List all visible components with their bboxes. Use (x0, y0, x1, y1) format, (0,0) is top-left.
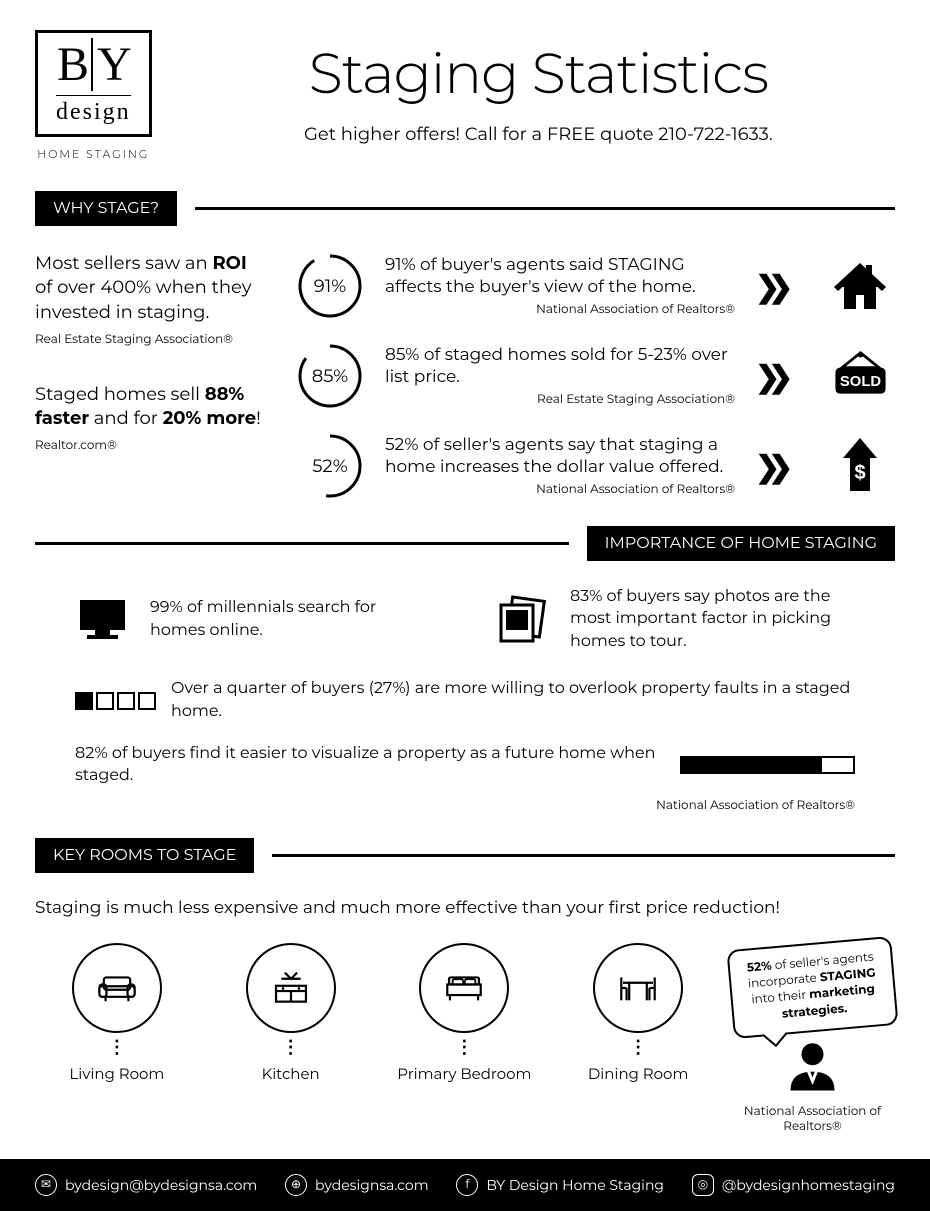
kitchen-icon (246, 943, 336, 1033)
dining-icon (593, 943, 683, 1033)
percent-circle: 91% (295, 251, 365, 321)
progress-bar (680, 756, 855, 774)
rooms-row: ⋮ Living Room ⋮ Kitchen ⋮ Primary Bedroo… (35, 943, 895, 1134)
importance-item: 99% of millennials search for homes onli… (75, 595, 435, 645)
svg-text:$: $ (854, 462, 865, 484)
chevron-icon: ❯❯ (755, 448, 805, 485)
importance-row1: 99% of millennials search for homes onli… (75, 586, 855, 653)
stat-row: 85% 85% of staged homes sold for 5-23% o… (295, 341, 895, 411)
room-item: ⋮ Kitchen (209, 943, 373, 1083)
importance-row2: Over a quarter of buyers (27%) are more … (75, 678, 855, 723)
header: BY design HOME STAGING Staging Statistic… (35, 30, 895, 161)
room-item: ⋮ Dining Room (556, 943, 720, 1083)
squares-icon (75, 692, 156, 710)
house-icon (825, 256, 895, 316)
email-icon: ✉ (35, 1174, 57, 1196)
chevron-icon: ❯❯ (755, 268, 805, 305)
why-left-column: Most sellers saw an ROI of over 400% whe… (35, 251, 265, 501)
agent-callout: 52% of seller's agents incorporate STAGI… (730, 943, 895, 1134)
speech-bubble: 52% of seller's agents incorporate STAGI… (726, 936, 898, 1039)
why-right-column: 91% 91% of buyer's agents said STAGING a… (295, 251, 895, 501)
facebook-icon: f (456, 1174, 478, 1196)
logo: BY design HOME STAGING (35, 30, 152, 161)
stat-row: 52% 52% of seller's agents say that stag… (295, 431, 895, 501)
percent-circle: 52% (295, 431, 365, 501)
svg-text:SOLD: SOLD (839, 374, 881, 390)
page-title: Staging Statistics (182, 40, 895, 108)
stat-row: 91% 91% of buyer's agents said STAGING a… (295, 251, 895, 321)
importance-row3: 82% of buyers find it easier to visualiz… (75, 743, 855, 788)
why-left-item: Most sellers saw an ROI of over 400% whe… (35, 251, 265, 347)
section-key-rooms: KEY ROOMS TO STAGE (35, 838, 895, 873)
logo-subtitle: HOME STAGING (35, 147, 152, 161)
importance-source: National Association of Realtors® (35, 798, 855, 813)
stat-text: 52% of seller's agents say that staging … (385, 434, 735, 498)
dollar-icon: $ (825, 436, 895, 496)
web-icon: ⊕ (285, 1174, 307, 1196)
bed-icon (419, 943, 509, 1033)
footer-instagram: ◎@bydesignhomestaging (692, 1174, 895, 1196)
footer: ✉bydesign@bydesignsa.com ⊕bydesignsa.com… (0, 1159, 930, 1211)
room-item: ⋮ Primary Bedroom (383, 943, 547, 1083)
chevron-icon: ❯❯ (755, 358, 805, 395)
key-rooms-intro: Staging is much less expensive and much … (35, 898, 895, 918)
stat-text: 85% of staged homes sold for 5-23% over … (385, 344, 735, 408)
percent-circle: 85% (295, 341, 365, 411)
page-subtitle: Get higher offers! Call for a FREE quote… (182, 123, 895, 145)
footer-email: ✉bydesign@bydesignsa.com (35, 1174, 257, 1196)
agent-icon (785, 1041, 840, 1091)
footer-web: ⊕bydesignsa.com (285, 1174, 429, 1196)
section-importance: IMPORTANCE OF HOME STAGING (35, 526, 895, 561)
footer-facebook: fBY Design Home Staging (456, 1174, 664, 1196)
why-left-item: Staged homes sell 88% faster and for 20%… (35, 382, 265, 454)
photos-icon (495, 595, 550, 645)
instagram-icon: ◎ (692, 1174, 714, 1196)
importance-item: 83% of buyers say photos are the most im… (495, 586, 855, 653)
sofa-icon (72, 943, 162, 1033)
room-item: ⋮ Living Room (35, 943, 199, 1083)
monitor-icon (75, 595, 130, 645)
sold-icon: SOLD (825, 346, 895, 406)
stat-text: 91% of buyer's agents said STAGING affec… (385, 254, 735, 318)
section-why-stage: WHY STAGE? (35, 191, 895, 226)
